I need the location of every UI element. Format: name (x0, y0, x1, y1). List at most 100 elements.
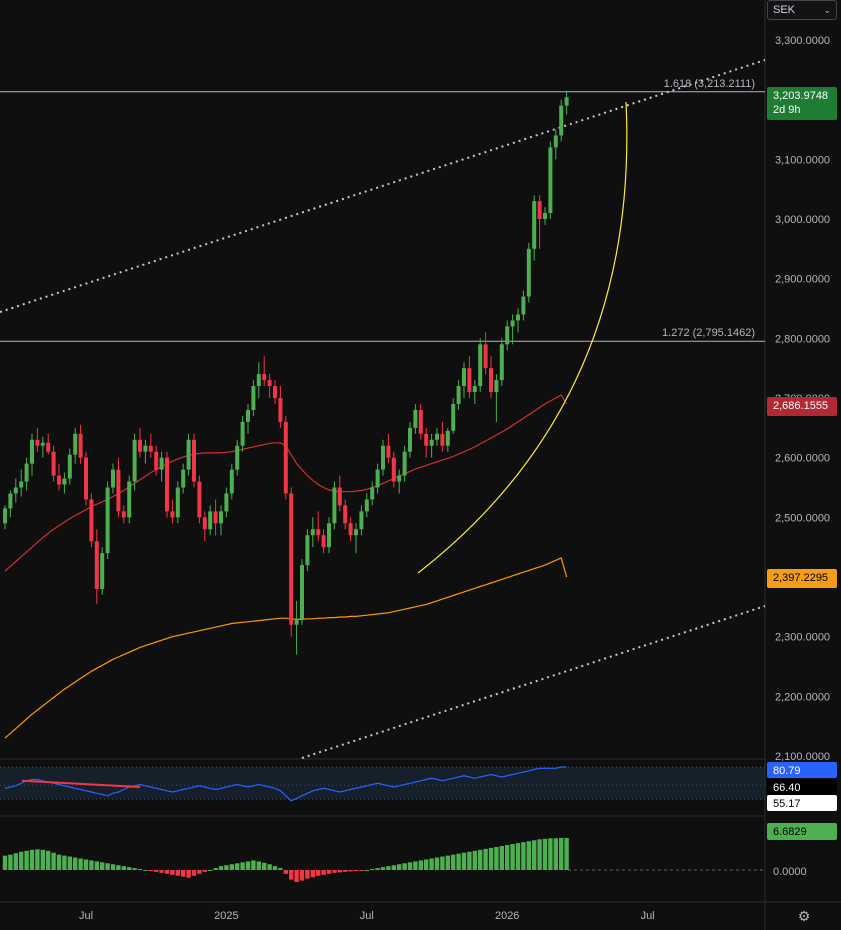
candle (273, 380, 277, 404)
macd-bar (29, 849, 35, 870)
candle (116, 457, 121, 518)
candle (467, 356, 472, 398)
candle-body (516, 314, 520, 321)
candle (78, 424, 83, 464)
candle (67, 448, 72, 485)
candle (224, 487, 229, 518)
candle (94, 529, 99, 604)
price-tick-label: 2,300.0000 (775, 632, 830, 644)
candle-body (121, 511, 126, 518)
candle (564, 90, 569, 115)
candle-body (564, 97, 569, 106)
candle (526, 242, 531, 303)
candle (381, 439, 385, 476)
candle-body (548, 147, 553, 214)
candle-body (294, 618, 299, 625)
macd-bar (2, 855, 8, 870)
rsi-tag-2-bg (767, 779, 837, 795)
macd-bar (332, 870, 337, 873)
macd-bar (251, 860, 256, 870)
candle-body (537, 201, 542, 219)
ma-short-tag-text: 2,686.1555 (773, 400, 828, 412)
rsi-tag-1: 80.79 (767, 762, 837, 778)
ma-long-tag-bg (767, 569, 837, 588)
candle-body (489, 368, 493, 393)
candle (84, 451, 88, 506)
macd-bar (424, 859, 429, 870)
macd-bar (202, 870, 207, 872)
candle-body (543, 213, 547, 219)
candle (40, 436, 45, 458)
candle (148, 433, 153, 458)
candle-body (402, 451, 407, 476)
macd-bar (83, 859, 89, 870)
candle-body (208, 511, 213, 530)
candle-body (435, 433, 439, 440)
macd-tag: 6.6829 (767, 823, 837, 840)
candle-body (359, 511, 364, 530)
candle (375, 463, 380, 494)
macd-bar (316, 870, 321, 876)
macd-bar (154, 870, 159, 872)
gear-icon[interactable]: ⚙ (797, 908, 811, 924)
candle-body (240, 421, 245, 446)
candle-body (148, 445, 153, 452)
candle (138, 427, 142, 458)
candle-body (343, 505, 348, 524)
candle-body (116, 469, 121, 512)
candle-body (186, 439, 191, 470)
chevron-down-icon: ⌄ (823, 4, 831, 15)
candle (483, 332, 488, 375)
ma-long-tag-text: 2,397.2295 (773, 572, 828, 584)
macd-bar (451, 854, 456, 870)
macd-bar (159, 870, 164, 873)
candle (499, 338, 504, 387)
price-tags: 3,203.9748 2d 9h 2,686.1555 2,397.2295 80.79… (767, 87, 837, 878)
channel-upper-line (0, 59, 766, 313)
candle (181, 463, 186, 494)
candle-body (229, 469, 234, 494)
last-price-tag-bg (767, 87, 837, 120)
macd-bar (559, 837, 564, 870)
candle (370, 481, 375, 506)
candle (402, 445, 407, 482)
candle-body (84, 457, 88, 500)
price-tick-label: 2,800.0000 (775, 333, 830, 345)
candle-body (467, 368, 472, 393)
candle (397, 469, 402, 494)
candle-body (30, 439, 34, 464)
candle (413, 403, 418, 434)
candle-body (397, 475, 402, 482)
candle-body (391, 457, 396, 482)
macd-bar (488, 847, 494, 870)
macd-bar (132, 868, 137, 870)
macd-bar (370, 869, 375, 871)
candle (510, 314, 515, 345)
macd-bar (299, 870, 305, 881)
candle-body (224, 493, 229, 512)
macd-bar (542, 838, 548, 870)
candle-body (219, 511, 223, 524)
candle-body (159, 457, 164, 470)
candle (13, 478, 18, 503)
candle (424, 427, 429, 458)
candle (213, 499, 218, 536)
candle-body (154, 451, 159, 470)
candle (445, 427, 450, 452)
macd-bar (181, 870, 186, 877)
price-tick-label: 2,900.0000 (775, 274, 830, 286)
candle (462, 362, 466, 398)
macd-bar (272, 866, 278, 870)
macd-zero-tag: 0.0000 (773, 866, 807, 878)
macd-bar (164, 870, 170, 874)
candle-body (143, 445, 148, 452)
candle-body (24, 463, 29, 482)
currency-selector[interactable]: SEK ⌄ (767, 0, 837, 20)
macd-bar (434, 857, 440, 870)
candle (3, 505, 7, 530)
macd-bar (62, 855, 67, 870)
candle-body (8, 493, 13, 509)
macd-bar (40, 849, 45, 870)
price-tick-label: 3,000.0000 (775, 214, 830, 226)
candle-body (418, 409, 423, 434)
